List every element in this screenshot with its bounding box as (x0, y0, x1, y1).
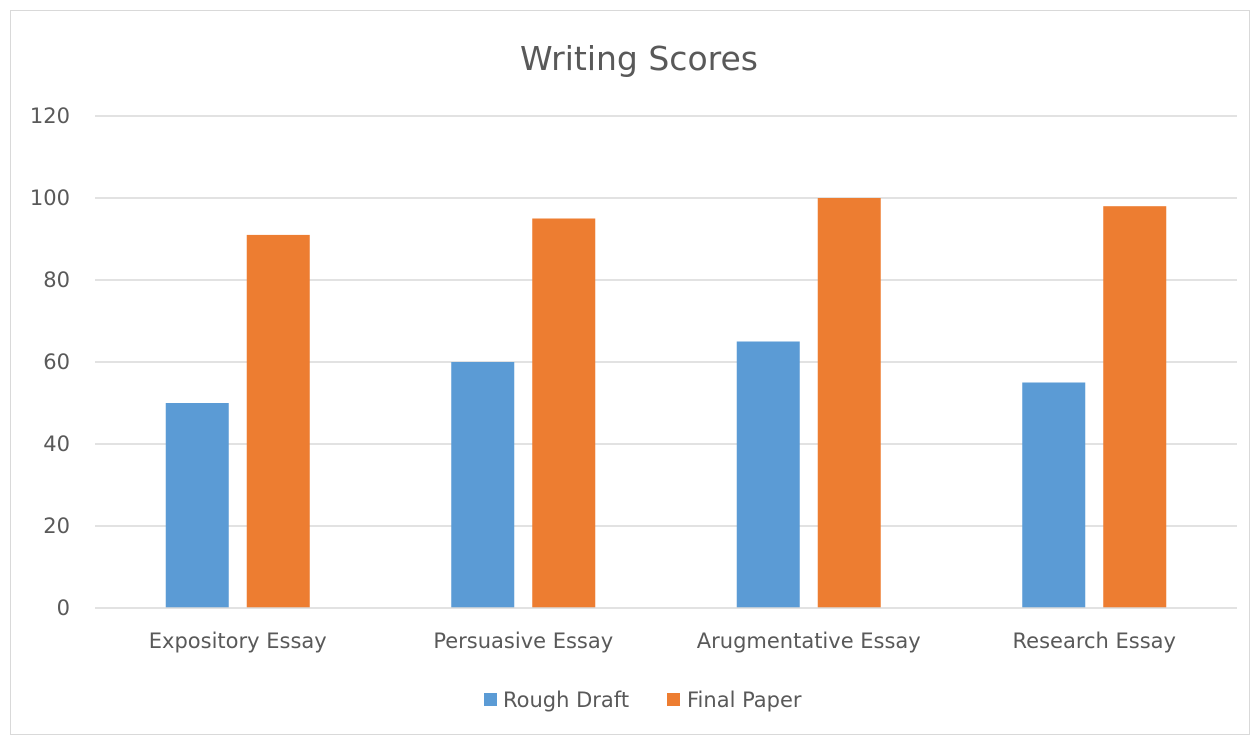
legend-swatch (484, 693, 497, 706)
bar-final-paper (1103, 206, 1167, 608)
y-tick-label: 0 (57, 596, 70, 620)
y-axis-ticks: 0 20 40 60 80 100 120 (30, 104, 70, 620)
bar-rough-draft (451, 362, 515, 608)
bar-final-paper (246, 234, 310, 608)
legend-swatch (667, 693, 680, 706)
x-category-label: Arugmentative Essay (697, 629, 921, 653)
bar-rough-draft (736, 341, 800, 608)
chart-title: Writing Scores (520, 39, 758, 78)
y-tick-label: 100 (30, 186, 70, 210)
y-tick-label: 60 (43, 350, 70, 374)
x-axis-categories: Expository Essay Persuasive Essay Arugment… (149, 629, 1176, 653)
bar-rough-draft (1022, 382, 1086, 608)
legend: Rough Draft Final Paper (484, 688, 802, 712)
x-category-label: Persuasive Essay (433, 629, 613, 653)
x-category-label: Research Essay (1013, 629, 1176, 653)
bars (165, 198, 1167, 608)
legend-label: Rough Draft (503, 688, 629, 712)
y-tick-label: 40 (43, 432, 70, 456)
y-tick-label: 120 (30, 104, 70, 128)
legend-label: Final Paper (687, 688, 802, 712)
bar-final-paper (817, 198, 881, 608)
y-tick-label: 80 (43, 268, 70, 292)
x-category-label: Expository Essay (149, 629, 327, 653)
bar-final-paper (532, 218, 596, 608)
chart-frame (10, 10, 1250, 735)
bar-rough-draft (165, 403, 229, 608)
y-tick-label: 20 (43, 514, 70, 538)
